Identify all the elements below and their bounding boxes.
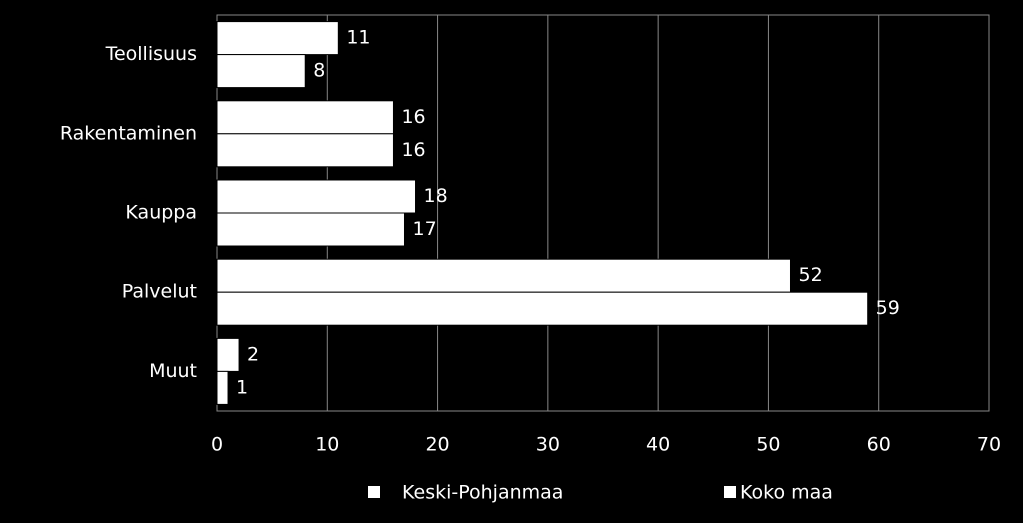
data-label: 16 — [401, 139, 425, 161]
y-tick-label: Teollisuus — [105, 43, 197, 65]
bar — [216, 370, 229, 405]
y-tick-label: Rakentaminen — [60, 122, 197, 144]
legend-label: Keski-Pohjanmaa — [402, 482, 563, 504]
bar — [216, 337, 240, 372]
data-label: 18 — [424, 185, 448, 207]
data-label: 59 — [876, 297, 900, 319]
data-label: 8 — [313, 60, 325, 82]
y-tick-label: Palvelut — [122, 281, 197, 303]
bar — [216, 212, 405, 247]
bar — [216, 100, 394, 135]
data-label: 52 — [798, 264, 822, 286]
data-label: 1 — [236, 376, 248, 398]
bar — [216, 21, 339, 56]
x-tick-label: 20 — [425, 434, 449, 456]
bar — [216, 54, 306, 89]
x-tick-label: 40 — [646, 434, 670, 456]
legend-swatch — [368, 486, 380, 498]
x-tick-label: 50 — [756, 434, 780, 456]
bar — [216, 179, 417, 214]
data-label: 16 — [401, 106, 425, 128]
x-tick-label: 10 — [315, 434, 339, 456]
bar — [216, 258, 791, 293]
x-tick-label: 0 — [211, 434, 223, 456]
legend-label: Koko maa — [740, 482, 833, 504]
y-tick-label: Muut — [149, 360, 197, 382]
data-label: 11 — [346, 27, 370, 49]
x-tick-label: 60 — [867, 434, 891, 456]
y-tick-label: Kauppa — [125, 202, 197, 224]
bar — [216, 133, 394, 168]
bar — [216, 291, 869, 326]
x-tick-label: 70 — [977, 434, 1001, 456]
legend-swatch — [724, 486, 736, 498]
data-label: 17 — [412, 218, 436, 240]
x-tick-label: 30 — [536, 434, 560, 456]
data-label: 2 — [247, 343, 259, 365]
